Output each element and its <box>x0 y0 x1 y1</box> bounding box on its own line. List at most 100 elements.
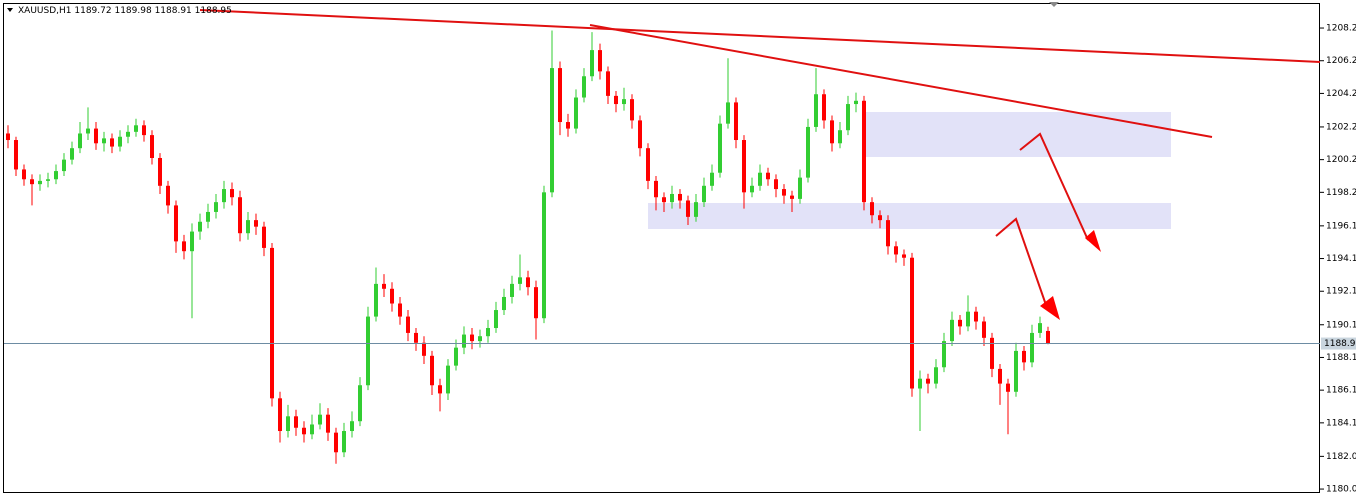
resistance-zone <box>862 112 1171 157</box>
y-tick-label: 1202.20 <box>1326 122 1356 132</box>
last-price-box <box>1321 337 1356 350</box>
candle-body <box>998 368 1002 384</box>
candle-body <box>774 179 778 190</box>
candle-body <box>318 414 322 425</box>
candle-body <box>646 148 650 181</box>
candle-body <box>510 283 514 297</box>
candle-body <box>702 185 706 203</box>
plot-frame <box>3 3 1320 493</box>
y-tick-label: 1194.15 <box>1326 254 1356 264</box>
candle-body <box>782 189 786 196</box>
candle-body <box>638 120 642 149</box>
candle-body <box>430 355 434 386</box>
candle-body <box>822 94 826 121</box>
candle-body <box>166 185 170 206</box>
candle-body <box>1022 350 1026 363</box>
candle-body <box>446 365 450 394</box>
candle-body <box>342 431 346 453</box>
candle-body <box>382 283 386 289</box>
candle-body <box>126 131 130 137</box>
candle-body <box>910 257 914 389</box>
candle-body <box>158 158 162 186</box>
candle-body <box>366 316 370 386</box>
candle-body <box>302 427 306 435</box>
candle-body <box>46 179 50 181</box>
candle-body <box>54 171 58 180</box>
candle-body <box>734 102 738 141</box>
candle-body <box>326 414 330 433</box>
candle-body <box>350 421 354 432</box>
candle-body <box>422 342 426 356</box>
candle-body <box>838 130 842 144</box>
arrow-head <box>1085 230 1101 252</box>
candle-body <box>942 341 946 368</box>
y-tick-label: 1200.20 <box>1326 155 1356 165</box>
y-tick-label: 1190.10 <box>1326 320 1356 330</box>
candle-body <box>222 189 226 203</box>
candle-body <box>246 220 250 234</box>
candle-body <box>6 133 10 141</box>
candle-body <box>398 303 402 317</box>
candle-body <box>894 246 898 255</box>
candle-body <box>198 221 202 232</box>
header-open: 1189.72 <box>74 6 111 16</box>
candle-body <box>310 424 314 435</box>
candle-body <box>582 76 586 98</box>
candle-body <box>374 283 378 317</box>
candle-body <box>438 385 442 394</box>
candle-body <box>102 138 106 144</box>
candle-body <box>902 254 906 258</box>
candle-body <box>542 192 546 319</box>
candle-body <box>454 347 458 366</box>
candle-body <box>478 336 482 342</box>
candles <box>6 30 1050 464</box>
candle-body <box>606 71 610 96</box>
candle-body <box>694 202 698 217</box>
y-tick-label: 1204.25 <box>1326 89 1356 99</box>
candle-body <box>462 334 466 348</box>
candle-body <box>846 104 850 131</box>
candle-body <box>958 319 962 327</box>
candle-body <box>630 99 634 121</box>
candle-body <box>830 120 834 144</box>
candle-body <box>990 337 994 369</box>
candle-body <box>1038 323 1042 333</box>
candle-body <box>758 172 762 186</box>
candle-body <box>982 321 986 338</box>
y-tick-label: 1182.05 <box>1326 452 1356 462</box>
y-tick-label: 1186.10 <box>1326 386 1356 396</box>
candle-body <box>966 311 970 327</box>
candle-body <box>110 138 114 147</box>
candle-body <box>414 332 418 343</box>
header: XAUUSD,H1 1189.72 1189.98 1188.91 1188.9… <box>18 6 232 16</box>
y-tick-label: 1208.25 <box>1326 24 1356 34</box>
candle-body <box>598 50 602 72</box>
candle-body <box>142 125 146 136</box>
candle-body <box>294 416 298 428</box>
candle-body <box>678 193 682 201</box>
candle-body <box>918 378 922 389</box>
candle-body <box>558 68 562 123</box>
support-zone <box>648 203 1171 229</box>
candle-body <box>662 197 666 203</box>
candle-body <box>502 296 506 311</box>
candle-body <box>814 94 818 127</box>
candle-body <box>238 197 242 234</box>
candle-body <box>590 50 594 77</box>
candle-body <box>686 200 690 217</box>
candle-body <box>406 316 410 333</box>
candle-body <box>150 135 154 159</box>
y-tick-label: 1196.15 <box>1326 221 1356 231</box>
candle-body <box>798 177 802 199</box>
candle-body <box>334 432 338 453</box>
candle-body <box>38 180 42 185</box>
candle-body <box>182 241 186 252</box>
candle-body <box>622 99 626 105</box>
candle-body <box>950 319 954 342</box>
candle-body <box>286 416 290 432</box>
trendline <box>199 9 1321 63</box>
symbol: XAUUSD,H1 <box>18 6 72 16</box>
